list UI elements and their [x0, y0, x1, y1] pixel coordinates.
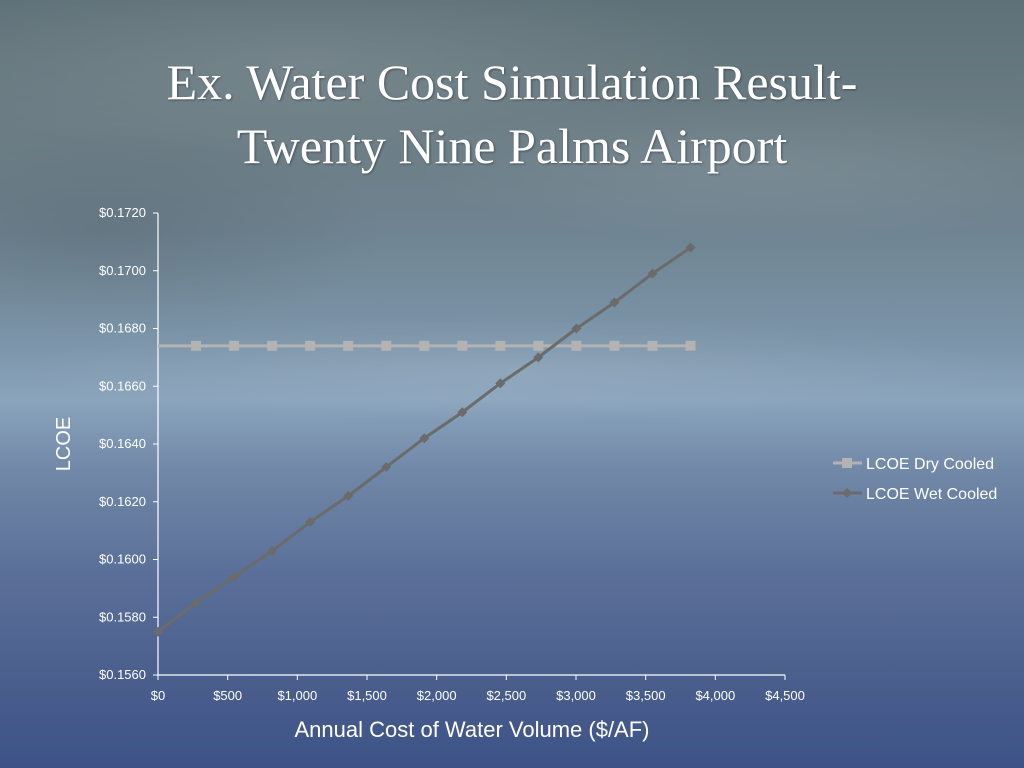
- chart-axes: $0.1560 $0.1580 $0.1600 $0.1620 $0.1640 $0.16…: [99, 205, 805, 703]
- legend-item: LCOE Dry Cooled: [833, 456, 994, 473]
- data-point: [229, 340, 240, 351]
- series-lcoe-wet-cooled: [153, 242, 696, 637]
- data-point: [495, 340, 506, 351]
- data-point: [533, 352, 544, 363]
- y-tick-label: $0.1680: [99, 321, 146, 336]
- data-point: [495, 378, 506, 389]
- data-point: [571, 340, 582, 351]
- x-tick-label: $1,500: [347, 688, 387, 703]
- data-point: [343, 340, 354, 351]
- slide-title-line-2: Twenty Nine Palms Airport: [236, 118, 788, 174]
- slide-title: Ex. Water Cost Simulation Result- Twenty…: [0, 50, 1024, 178]
- x-tick-label: $4,500: [765, 688, 805, 703]
- series-lcoe-dry-cooled: [158, 340, 696, 351]
- slide-title-line-1: Ex. Water Cost Simulation Result-: [166, 54, 858, 110]
- y-tick-label: $0.1620: [99, 494, 146, 509]
- data-point: [305, 516, 316, 527]
- y-tick-label: $0.1660: [99, 378, 146, 393]
- data-point: [457, 340, 468, 351]
- data-point: [647, 340, 658, 351]
- y-tick-label: $0.1640: [99, 436, 146, 451]
- legend-marker: [842, 488, 852, 498]
- x-tick-label: $2,000: [417, 688, 457, 703]
- data-point: [381, 462, 392, 473]
- x-tick-label: $0: [151, 688, 165, 703]
- y-axis-title: LCOE: [53, 417, 75, 471]
- data-point: [419, 340, 430, 351]
- data-point: [381, 340, 392, 351]
- data-point: [685, 242, 696, 253]
- data-point: [571, 323, 582, 334]
- data-point: [609, 340, 620, 351]
- y-tick-label: $0.1600: [99, 552, 146, 567]
- legend-marker: [842, 458, 852, 468]
- x-tick-label: $1,000: [277, 688, 317, 703]
- chart-legend: LCOE Dry Cooled LCOE Wet Cooled: [833, 456, 997, 503]
- legend-label: LCOE Wet Cooled: [866, 486, 997, 503]
- legend-item: LCOE Wet Cooled: [833, 486, 997, 503]
- data-point: [343, 490, 354, 501]
- x-axis-title: Annual Cost of Water Volume ($/AF): [295, 717, 650, 742]
- data-point: [647, 268, 658, 279]
- data-point: [609, 297, 620, 308]
- y-tick-label: $0.1720: [99, 205, 146, 220]
- data-point: [533, 340, 544, 351]
- legend-label: LCOE Dry Cooled: [866, 456, 994, 473]
- x-tick-label: $3,000: [556, 688, 596, 703]
- data-point: [685, 340, 696, 351]
- data-point: [267, 545, 278, 556]
- x-tick-label: $4,000: [695, 688, 735, 703]
- chart-series: [153, 242, 696, 637]
- y-tick-label: $0.1560: [99, 667, 146, 682]
- data-point: [305, 340, 316, 351]
- data-point: [419, 433, 430, 444]
- data-point: [229, 571, 240, 582]
- data-point: [191, 597, 202, 608]
- data-point: [153, 626, 163, 637]
- x-tick-label: $3,500: [626, 688, 666, 703]
- data-point: [267, 340, 278, 351]
- data-point: [457, 407, 468, 418]
- data-point: [191, 340, 202, 351]
- x-tick-label: $2,500: [486, 688, 526, 703]
- x-tick-label: $500: [213, 688, 242, 703]
- y-tick-label: $0.1700: [99, 263, 146, 278]
- y-tick-label: $0.1580: [99, 609, 146, 624]
